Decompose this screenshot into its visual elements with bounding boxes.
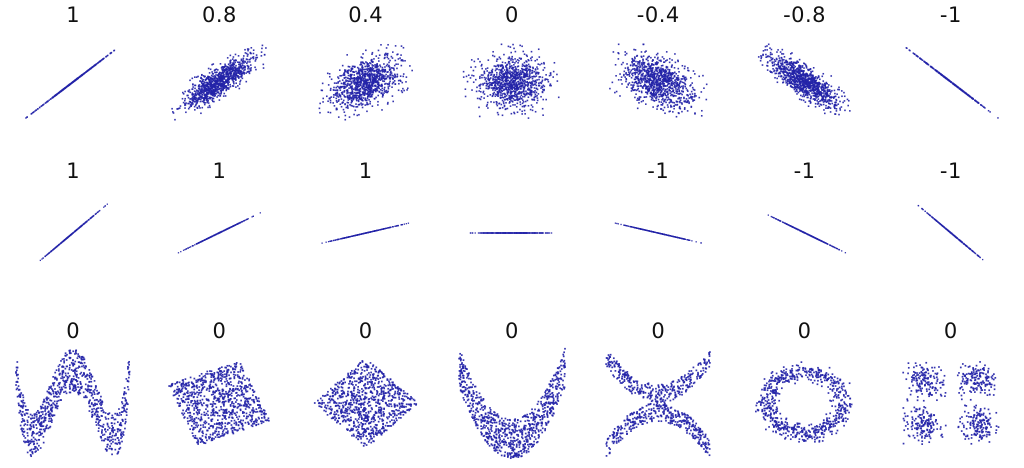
scatter-canvas xyxy=(438,344,585,468)
scatter-panel-r1c6: -0.8 xyxy=(731,0,878,150)
scatter-canvas xyxy=(0,184,147,300)
scatter-panel-r1c3: 0.4 xyxy=(292,0,439,150)
scatter-panel-r1c2: 0.8 xyxy=(146,0,293,150)
scatter-canvas xyxy=(585,184,732,300)
scatter-canvas xyxy=(146,28,293,150)
correlation-value-label: 1 xyxy=(358,159,373,183)
correlation-value-label: 1 xyxy=(212,159,227,183)
scatter-panel-r2c5: -1 xyxy=(585,150,732,300)
scatter-panel-r3c1: 0 xyxy=(0,300,147,468)
scatter-panel-r3c5: 0 xyxy=(585,300,732,468)
scatter-row-3: 0 0 0 0 0 0 0 xyxy=(0,300,1024,468)
correlation-value-label: 1 xyxy=(66,3,81,27)
scatter-canvas xyxy=(0,28,147,150)
correlation-value-label: 0 xyxy=(66,319,81,343)
scatter-canvas xyxy=(0,344,147,468)
correlation-value-label: -0.4 xyxy=(636,3,680,27)
correlation-value-label: 0 xyxy=(943,319,958,343)
correlation-value-label: 0 xyxy=(358,319,373,343)
correlation-value-label: 0.4 xyxy=(348,3,384,27)
correlation-value-label: -1 xyxy=(939,3,962,27)
scatter-row-1: 1 0.8 0.4 0 -0.4 -0.8 -1 xyxy=(0,0,1024,150)
scatter-canvas xyxy=(292,28,439,150)
scatter-canvas xyxy=(585,28,732,150)
scatter-canvas xyxy=(877,184,1024,300)
scatter-canvas xyxy=(438,184,585,300)
scatter-panel-r1c5: -0.4 xyxy=(585,0,732,150)
scatter-canvas xyxy=(731,28,878,150)
scatter-canvas xyxy=(146,344,293,468)
scatter-panel-r1c1: 1 xyxy=(0,0,147,150)
correlation-value-label: 0 xyxy=(505,3,519,27)
scatter-panel-r2c2: 1 xyxy=(146,150,293,300)
scatter-canvas xyxy=(731,184,878,300)
correlation-value-label: -1 xyxy=(939,159,962,183)
scatter-canvas xyxy=(438,28,585,150)
scatter-canvas xyxy=(585,344,732,468)
correlation-value-label: 0.8 xyxy=(201,3,237,27)
scatter-panel-r1c4: 0 xyxy=(438,0,585,150)
scatter-panel-r3c4: 0 xyxy=(438,300,585,468)
correlation-value-label: -1 xyxy=(793,159,816,183)
scatter-canvas xyxy=(877,28,1024,150)
correlation-value-label: 0 xyxy=(505,319,519,343)
scatter-canvas xyxy=(292,184,439,300)
scatter-panel-r2c4 xyxy=(438,150,585,300)
scatter-panel-r2c6: -1 xyxy=(731,150,878,300)
correlation-value-label: 0 xyxy=(212,319,227,343)
correlation-value-label: -1 xyxy=(647,159,670,183)
scatter-panel-r3c6: 0 xyxy=(731,300,878,468)
correlation-value-label: 0 xyxy=(651,319,666,343)
scatter-canvas xyxy=(146,184,293,300)
scatter-panel-r2c1: 1 xyxy=(0,150,147,300)
scatter-canvas xyxy=(877,344,1024,468)
scatter-panel-r1c7: -1 xyxy=(877,0,1024,150)
scatter-panel-r3c3: 0 xyxy=(292,300,439,468)
scatter-canvas xyxy=(731,344,878,468)
correlation-value-label: -0.8 xyxy=(783,3,827,27)
scatter-canvas xyxy=(292,344,439,468)
correlation-value-label: 0 xyxy=(797,319,812,343)
correlation-value-label: 1 xyxy=(66,159,81,183)
scatter-panel-r2c3: 1 xyxy=(292,150,439,300)
scatter-panel-r2c7: -1 xyxy=(877,150,1024,300)
scatter-row-2: 1 1 1 -1 -1 -1 xyxy=(0,150,1024,300)
scatter-panel-r3c7: 0 xyxy=(877,300,1024,468)
scatter-panel-r3c2: 0 xyxy=(146,300,293,468)
